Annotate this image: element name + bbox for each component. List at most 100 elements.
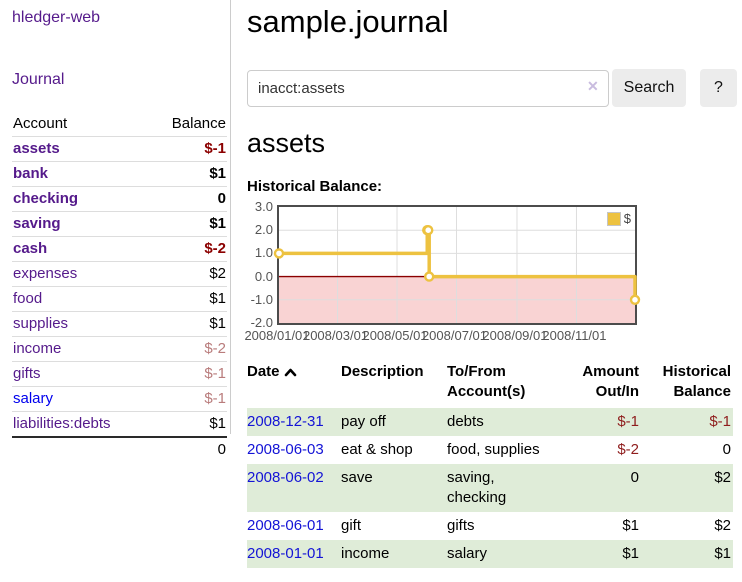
- y-axis-tick-label: 0.0: [254, 268, 273, 284]
- register-balance-cell: $1: [714, 545, 731, 562]
- accounts-table: Account Balance assets $-1 bank $1 checking 0…: [12, 112, 227, 462]
- transaction-date-link[interactable]: 2008-12-31: [247, 413, 324, 430]
- register-header-balance: Historical Balance: [662, 363, 731, 400]
- register-accounts-cell: salary: [447, 545, 488, 562]
- x-axis-tick-label: 2008/01/01: [244, 328, 310, 343]
- register-header-description: Description: [341, 363, 424, 380]
- account-link[interactable]: income: [13, 340, 62, 357]
- account-name-cell: bank: [12, 161, 150, 187]
- app: hledger-web Journal Account Balance asse…: [0, 0, 742, 568]
- accounts-total-row: 0: [12, 436, 227, 462]
- account-balance: 0: [149, 186, 227, 212]
- sidebar: hledger-web Journal Account Balance asse…: [0, 0, 231, 462]
- account-name-cell: salary: [12, 386, 150, 412]
- account-balance: $-2: [149, 336, 227, 362]
- chart-canvas: [273, 207, 641, 323]
- historical-balance-chart: $ 3.0 2.0 1.0 0.0 -1.0 -2.0 2008/01/01 2008/03/…: [244, 199, 641, 345]
- register-accounts-cell: debts: [447, 413, 484, 430]
- register-amount-cell: $1: [622, 517, 639, 534]
- app-title-link[interactable]: hledger-web: [12, 9, 101, 26]
- register-amount-cell: $-1: [617, 413, 639, 430]
- account-row: salary $-1: [12, 386, 227, 412]
- account-balance: $-1: [149, 136, 227, 162]
- main-content: sample.journal ✕ Search ? assets Histori…: [231, 0, 742, 568]
- search-button[interactable]: Search: [612, 69, 686, 107]
- register-date-cell: 2008-12-31: [247, 408, 341, 436]
- transaction-date-link[interactable]: 2008-01-01: [247, 545, 324, 562]
- x-axis-tick-label: 2008/05/01: [362, 328, 428, 343]
- register-accounts-cell: saving, checking: [447, 469, 507, 506]
- account-name-cell: expenses: [12, 261, 150, 287]
- account-balance: $1: [149, 311, 227, 337]
- x-axis-tick-label: 2008/09/01: [482, 328, 548, 343]
- chart-legend: $: [604, 210, 633, 227]
- account-row: expenses $2: [12, 261, 227, 287]
- register-header-date[interactable]: Date: [247, 360, 341, 408]
- accounts-total-value: 0: [149, 436, 227, 462]
- account-balance: $2: [149, 261, 227, 287]
- account-name-cell: supplies: [12, 311, 150, 337]
- account-link[interactable]: salary: [13, 390, 54, 407]
- account-row: bank $1: [12, 161, 227, 187]
- account-row: gifts $-1: [12, 361, 227, 387]
- register-table: Date Description To/From Account(s) Amou…: [247, 360, 733, 568]
- register-description-cell: eat & shop: [341, 441, 413, 458]
- register-balance-cell: 0: [722, 441, 731, 458]
- account-name-cell: income: [12, 336, 150, 362]
- transaction-date-link[interactable]: 2008-06-03: [247, 441, 324, 458]
- y-axis-tick-label: 3.0: [254, 199, 273, 214]
- search-input[interactable]: [247, 69, 609, 107]
- x-axis-tick-label: 2008/03/01: [302, 328, 369, 343]
- account-link[interactable]: bank: [13, 165, 49, 182]
- account-link[interactable]: saving: [13, 215, 61, 232]
- register-header-tofrom: To/From Account(s): [447, 363, 526, 400]
- x-axis-tick-label: 2008/07/01: [421, 328, 488, 343]
- chart-title: Historical Balance:: [247, 178, 383, 195]
- transaction-date-link[interactable]: 2008-06-01: [247, 517, 324, 534]
- legend-swatch: [606, 211, 621, 226]
- account-balance: $1: [149, 286, 227, 312]
- account-name-cell: food: [12, 286, 150, 312]
- account-balance: $-1: [149, 361, 227, 387]
- account-link[interactable]: food: [13, 290, 43, 307]
- register-header-date-label: Date: [247, 363, 280, 380]
- chart-plot: $: [273, 205, 641, 325]
- account-balance: $-2: [149, 236, 227, 262]
- account-link[interactable]: assets: [13, 140, 60, 157]
- clear-search-icon[interactable]: ✕: [587, 78, 599, 94]
- account-link[interactable]: checking: [13, 190, 79, 207]
- register-row: 2008-01-01 income salary $1 $1: [247, 540, 733, 568]
- account-link[interactable]: supplies: [13, 315, 69, 332]
- accounts-header-account: Account: [12, 112, 150, 137]
- account-row: checking 0: [12, 186, 227, 212]
- register-accounts-cell: gifts: [447, 517, 475, 534]
- account-balance: $1: [149, 411, 227, 438]
- register-amount-cell: 0: [630, 469, 639, 486]
- register-row: 2008-06-02 save saving, checking 0 $2: [247, 464, 733, 512]
- register-table-body: 2008-12-31 pay off debts $-1 $-1 2008-06-03 ea…: [247, 408, 733, 568]
- account-name-cell: cash: [12, 236, 150, 262]
- account-row: income $-2: [12, 336, 227, 362]
- account-link[interactable]: gifts: [13, 365, 41, 382]
- journal-link[interactable]: Journal: [12, 71, 65, 88]
- account-name-cell: gifts: [12, 361, 150, 387]
- account-name-cell: assets: [12, 136, 150, 162]
- account-name-cell: liabilities:debts: [12, 411, 150, 438]
- register-description-cell: pay off: [341, 413, 386, 430]
- account-balance: $-1: [149, 386, 227, 412]
- register-description-cell: gift: [341, 517, 362, 534]
- register-accounts-cell: food, supplies: [447, 441, 540, 458]
- register-description-cell: save: [341, 469, 373, 486]
- account-link[interactable]: liabilities:debts: [13, 415, 111, 432]
- transaction-date-link[interactable]: 2008-06-02: [247, 469, 324, 486]
- account-name-cell: checking: [12, 186, 150, 212]
- sort-ascending-icon: [284, 364, 297, 381]
- x-axis-tick-label: 2008/11/01: [542, 328, 607, 343]
- y-axis-tick-label: -1.0: [250, 291, 273, 307]
- register-balance-cell: $2: [714, 517, 731, 534]
- register-date-cell: 2008-01-01: [247, 540, 341, 568]
- account-balance: $1: [149, 161, 227, 187]
- account-link[interactable]: cash: [13, 240, 48, 257]
- account-link[interactable]: expenses: [13, 265, 78, 282]
- help-button[interactable]: ?: [700, 69, 737, 107]
